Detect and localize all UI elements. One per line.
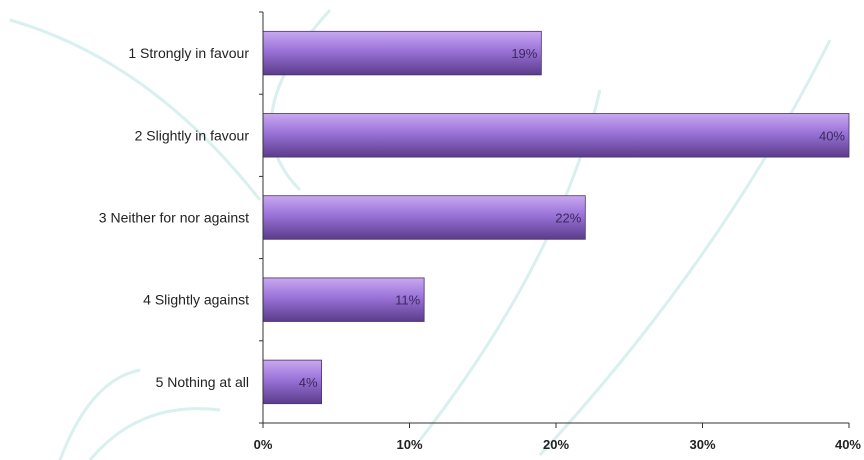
x-tick-label: 30% (689, 437, 715, 452)
category-label: 3 Neither for nor against (99, 210, 249, 226)
x-tick-label: 0% (254, 437, 273, 452)
watermark-curve (9, 18, 262, 201)
x-tick-label: 10% (396, 437, 422, 452)
value-labels: 19% 40% 22% 11% 4% (299, 46, 846, 390)
category-labels: 1 Strongly in favour 2 Slightly in favour… (99, 45, 250, 390)
bar (262, 113, 850, 158)
bar (262, 277, 425, 322)
bars-layer (262, 30, 850, 405)
watermark-curve (538, 39, 832, 457)
data-label: 22% (555, 211, 581, 226)
bar (262, 30, 542, 76)
bar (262, 195, 586, 240)
x-axis-ticks: 0% 10% 20% 30% 40% (254, 423, 861, 452)
data-label: 11% (395, 293, 420, 308)
category-label: 1 Strongly in favour (128, 45, 249, 61)
category-label: 5 Nothing at all (156, 374, 249, 390)
category-label: 2 Slightly in favour (135, 127, 250, 143)
watermark-curve (58, 368, 141, 460)
bar (262, 359, 322, 405)
category-label: 4 Slightly against (143, 292, 249, 308)
x-tick-label: 20% (543, 437, 569, 452)
data-label: 19% (511, 46, 537, 61)
data-label: 40% (819, 128, 845, 143)
data-label: 4% (299, 375, 318, 390)
x-tick-label: 40% (835, 437, 861, 452)
watermark-curve (88, 407, 221, 460)
